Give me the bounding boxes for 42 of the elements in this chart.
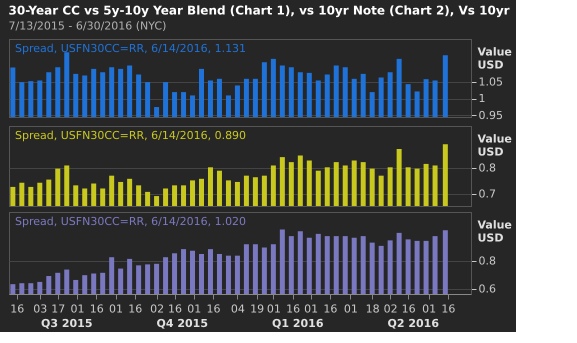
text: Q1 2016 bbox=[272, 317, 324, 330]
x-tick-label: 18 bbox=[366, 302, 380, 316]
series-label: Spread, USFN30CC=RR, 6/14/2016, 1.131 bbox=[15, 42, 246, 55]
x-tick-label: 01 bbox=[344, 302, 358, 316]
x-tick-label: 01 bbox=[187, 302, 202, 316]
x-tick-label: 16 bbox=[402, 302, 416, 316]
x-tick-label: 01 bbox=[266, 302, 281, 316]
x-tick-label: 02 bbox=[384, 302, 398, 316]
x-tick-label: 19 bbox=[250, 302, 264, 316]
text: Q3 2015 bbox=[41, 317, 92, 330]
x-tick-label: 01 bbox=[109, 302, 124, 316]
y-tick-label: 0.8 bbox=[478, 254, 496, 268]
x-tick-label: 16 bbox=[128, 302, 142, 316]
y-tick-label: 0.95 bbox=[478, 108, 503, 122]
y-tick-label: 0.7 bbox=[478, 187, 496, 200]
y-axis-title: Value USD bbox=[478, 218, 512, 244]
y-tick-label: 0.8 bbox=[478, 161, 496, 174]
x-tick-label: 16 bbox=[90, 302, 104, 316]
x-tick-label: 16 bbox=[10, 302, 24, 316]
text: Spread, USFN30CC=RR, 6/14/2016, 0.890 bbox=[15, 129, 246, 142]
x-tick-label: 01 bbox=[304, 302, 318, 316]
x-tick-label: 17 bbox=[51, 302, 66, 316]
x-tick-label: 16 bbox=[286, 302, 300, 316]
text: Q4 2015 bbox=[156, 317, 208, 330]
x-tick-label: 01 bbox=[422, 302, 436, 316]
y-tick-label: 1 bbox=[478, 92, 486, 106]
x-tick-label: 02 bbox=[150, 302, 164, 316]
y-axis-title: Value USD bbox=[478, 132, 512, 158]
y-tick-label: 1.05 bbox=[478, 76, 503, 89]
x-tick-label: 16 bbox=[168, 302, 182, 316]
chart-subtitle: 7/13/2015 - 6/30/2016 (NYC) bbox=[8, 20, 166, 32]
series-label: Spread, USFN30CC=RR, 6/14/2016, 1.020 bbox=[15, 215, 246, 228]
x-tick-label: 16 bbox=[441, 302, 456, 316]
x-tick-label: 01 bbox=[70, 302, 85, 316]
x-tick-label: 16 bbox=[206, 302, 221, 316]
x-tick-label: 04 bbox=[230, 302, 245, 316]
y-tick-label: 0.6 bbox=[478, 282, 496, 296]
text: Q2 2016 bbox=[388, 317, 440, 330]
x-tick-label: 16 bbox=[323, 302, 338, 316]
x-tick-label: 03 bbox=[33, 302, 48, 316]
chart-title: 30-Year CC vs 5y-10y Year Blend (Chart 1), vs 10yr Note (Chart 2), Vs 10yr bbox=[8, 4, 510, 18]
y-axis-title: Value USD bbox=[478, 46, 512, 72]
